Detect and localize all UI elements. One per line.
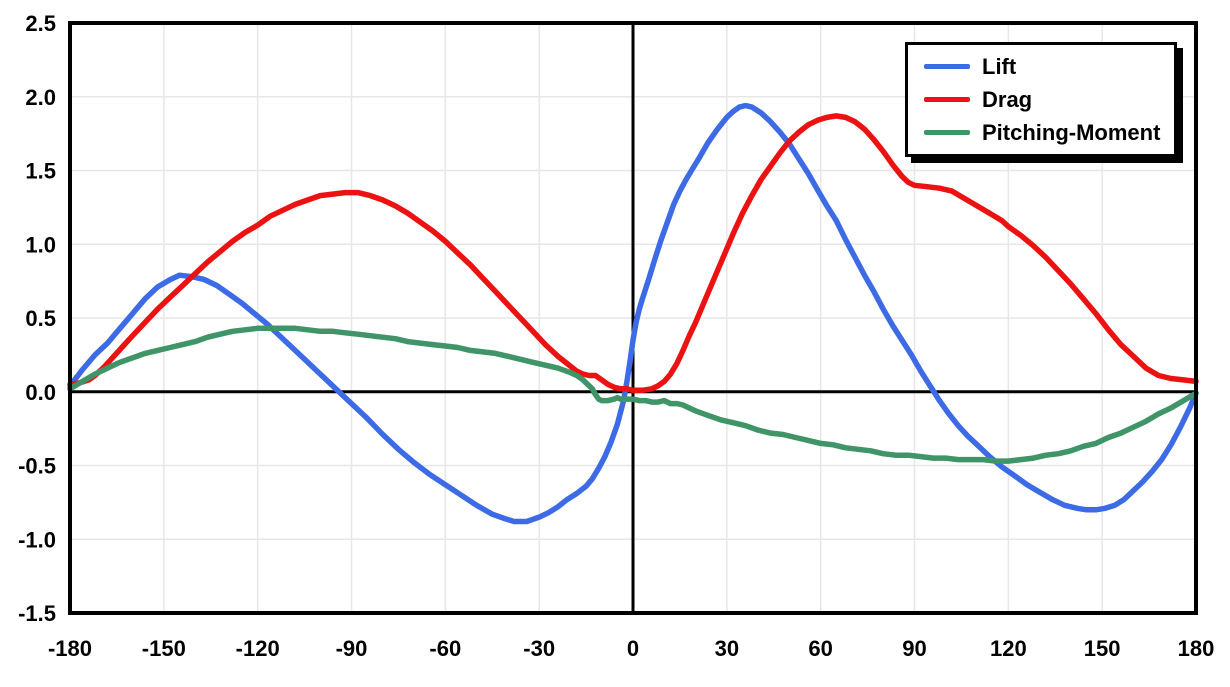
x-tick-label: -60: [429, 636, 461, 661]
legend-item-drag: Drag: [924, 87, 1166, 113]
y-tick-label: -0.5: [18, 454, 56, 479]
y-tick-label: 0.0: [25, 380, 56, 405]
y-tick-label: 1.0: [25, 232, 56, 257]
legend-label: Pitching-Moment: [982, 119, 1161, 145]
legend-swatch-drag: [924, 97, 970, 102]
legend-label: Lift: [982, 53, 1017, 79]
legend-item-pitching-moment: Pitching-Moment: [924, 120, 1166, 146]
x-tick-label: 60: [808, 636, 832, 661]
y-tick-label: -1.5: [18, 601, 56, 626]
x-tick-label: -30: [523, 636, 555, 661]
x-tick-label: 120: [990, 636, 1027, 661]
x-tick-label: 0: [627, 636, 639, 661]
y-tick-label: 2.5: [25, 11, 56, 36]
legend: Lift Drag Pitching-Moment: [905, 42, 1177, 157]
x-tick-label: -120: [236, 636, 280, 661]
y-tick-label: 1.5: [25, 159, 56, 184]
x-tick-label: 30: [715, 636, 739, 661]
legend-swatch-lift: [924, 64, 970, 69]
series-line-pitching-moment: [67, 325, 1199, 464]
x-tick-label: 180: [1178, 636, 1215, 661]
series-line-lift: [67, 102, 1199, 525]
plot-border: [68, 21, 1198, 615]
x-tick-label: -150: [142, 636, 186, 661]
legend-label: Drag: [982, 86, 1033, 112]
x-tick-label: -90: [336, 636, 368, 661]
y-tick-label: 2.0: [25, 85, 56, 110]
x-tick-label: 90: [902, 636, 926, 661]
legend-swatch-pitching-moment: [924, 130, 970, 135]
y-tick-label: 0.5: [25, 306, 56, 331]
x-tick-label: 150: [1084, 636, 1121, 661]
x-tick-label: -180: [48, 636, 92, 661]
series-line-drag: [67, 113, 1199, 394]
legend-item-lift: Lift: [924, 54, 1166, 80]
y-tick-label: -1.0: [18, 527, 56, 552]
